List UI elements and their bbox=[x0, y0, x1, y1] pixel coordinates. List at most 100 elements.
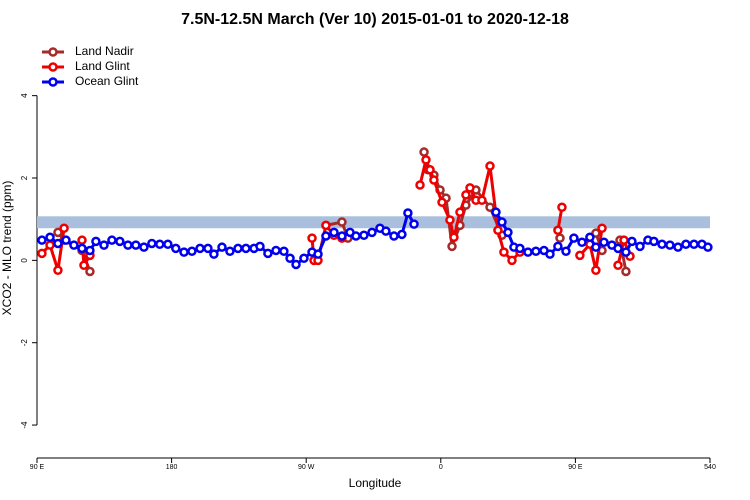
data-point bbox=[233, 243, 243, 254]
data-point bbox=[409, 219, 419, 229]
legend-label: Land Nadir bbox=[75, 44, 134, 58]
data-point bbox=[673, 242, 683, 252]
data-point bbox=[577, 237, 587, 247]
data-point bbox=[491, 207, 501, 217]
data-point bbox=[507, 255, 517, 266]
data-point bbox=[569, 233, 579, 243]
data-point bbox=[285, 253, 295, 264]
y-tick-label: 2 bbox=[20, 175, 29, 180]
data-point bbox=[203, 243, 213, 254]
data-point bbox=[123, 240, 133, 250]
data-point bbox=[397, 229, 407, 240]
data-point bbox=[45, 240, 55, 250]
data-point bbox=[621, 247, 631, 257]
data-point bbox=[359, 230, 369, 240]
data-point bbox=[367, 227, 377, 238]
data-point bbox=[613, 260, 623, 271]
y-tick-label: 0 bbox=[20, 258, 29, 263]
data-point bbox=[703, 242, 713, 252]
data-point bbox=[553, 241, 563, 252]
data-point bbox=[585, 232, 595, 243]
data-point bbox=[279, 246, 289, 257]
data-point bbox=[545, 249, 555, 259]
legend-label: Ocean Glint bbox=[75, 74, 139, 88]
y-tick-label: -4 bbox=[20, 421, 29, 429]
data-point bbox=[523, 247, 533, 257]
data-point bbox=[557, 202, 567, 212]
data-point bbox=[597, 223, 607, 233]
data-point bbox=[485, 202, 495, 212]
data-point bbox=[155, 239, 165, 250]
data-point bbox=[515, 243, 525, 254]
data-point bbox=[389, 231, 399, 241]
data-point bbox=[131, 240, 141, 250]
data-point bbox=[179, 247, 189, 257]
data-point bbox=[635, 241, 645, 252]
data-point bbox=[53, 227, 63, 238]
data-point bbox=[455, 207, 465, 217]
data-point bbox=[429, 175, 439, 185]
data-point bbox=[619, 235, 629, 245]
data-point bbox=[485, 161, 495, 171]
data-point bbox=[553, 225, 563, 236]
data-point bbox=[649, 236, 659, 247]
data-point bbox=[351, 231, 361, 241]
data-point bbox=[271, 245, 281, 256]
data-point bbox=[195, 243, 205, 254]
legend-marker bbox=[48, 47, 58, 57]
data-point bbox=[403, 208, 413, 218]
data-point bbox=[627, 236, 637, 247]
data-point bbox=[139, 242, 149, 252]
reference-band bbox=[37, 216, 710, 229]
data-point bbox=[555, 233, 565, 243]
data-point bbox=[163, 239, 173, 250]
chart-title: 7.5N-12.5N March (Ver 10) 2015-01-01 to … bbox=[181, 11, 569, 28]
data-point bbox=[561, 246, 571, 257]
data-point bbox=[621, 266, 631, 277]
data-point bbox=[45, 232, 55, 243]
data-point bbox=[53, 265, 63, 275]
data-point bbox=[461, 190, 471, 200]
data-point bbox=[61, 235, 71, 245]
y-tick-label: 4 bbox=[20, 93, 29, 98]
y-axis-label: XCO2 - MLO trend (ppm) bbox=[0, 181, 14, 316]
data-point bbox=[447, 241, 457, 252]
data-point bbox=[217, 242, 227, 252]
data-point bbox=[437, 197, 447, 208]
legend-label: Land Glint bbox=[75, 59, 130, 73]
data-point bbox=[37, 248, 47, 259]
data-point bbox=[115, 236, 125, 247]
data-point bbox=[255, 241, 265, 252]
legend-marker bbox=[48, 62, 58, 72]
data-point bbox=[613, 243, 623, 254]
data-point bbox=[493, 225, 503, 236]
data-point bbox=[503, 227, 513, 238]
data-point bbox=[657, 239, 667, 250]
x-tick-label: 90 E bbox=[30, 464, 45, 471]
x-tick-label: 90 W bbox=[298, 464, 315, 471]
data-point bbox=[171, 243, 181, 254]
data-point bbox=[421, 155, 431, 165]
x-tick-label: 0 bbox=[439, 464, 443, 471]
data-point bbox=[497, 217, 507, 227]
data-point bbox=[99, 240, 109, 250]
data-point bbox=[329, 227, 339, 238]
data-point bbox=[689, 239, 699, 250]
data-point bbox=[107, 235, 117, 245]
data-point bbox=[465, 183, 475, 193]
data-point bbox=[313, 249, 323, 259]
data-point bbox=[681, 239, 691, 250]
data-point bbox=[37, 235, 47, 245]
data-point bbox=[53, 238, 63, 249]
data-point bbox=[85, 266, 95, 277]
x-tick-label: 540 bbox=[704, 464, 716, 471]
data-point bbox=[291, 259, 301, 270]
data-point bbox=[337, 231, 347, 241]
data-point bbox=[591, 242, 601, 252]
data-point bbox=[499, 247, 509, 257]
data-point bbox=[337, 217, 347, 227]
data-point bbox=[209, 249, 219, 259]
data-point bbox=[531, 246, 541, 257]
data-point bbox=[299, 253, 309, 264]
